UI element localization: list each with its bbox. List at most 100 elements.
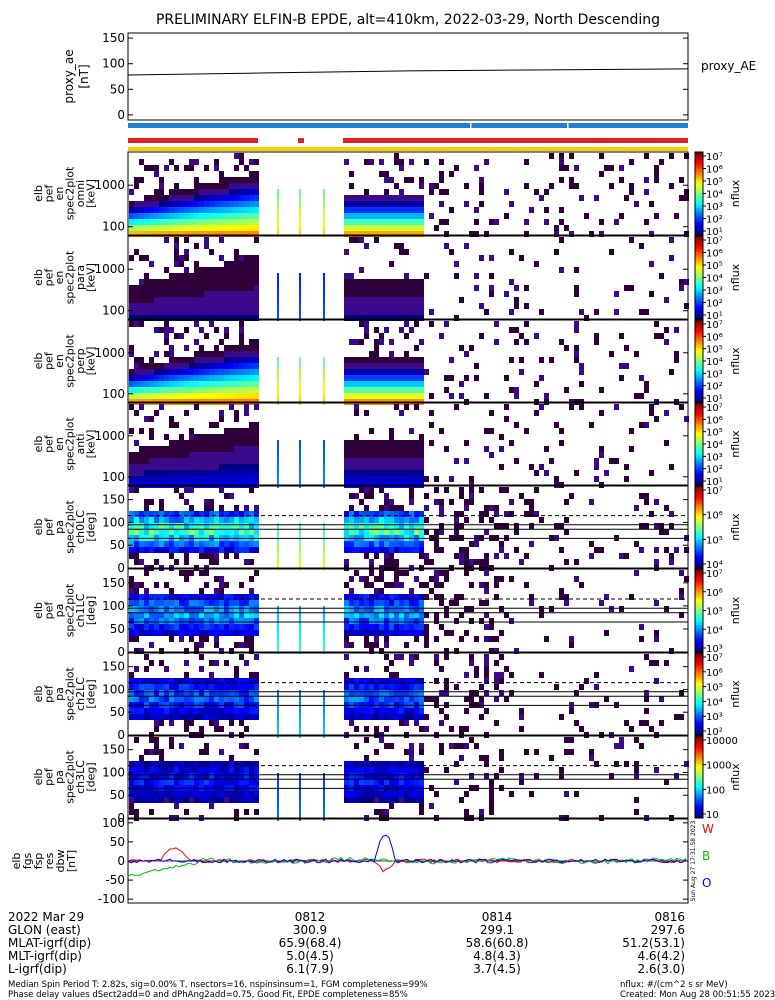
- pa-ch0-cell: [374, 511, 379, 517]
- en-perp-cell: [184, 393, 189, 399]
- pa-ch2-cell: [199, 696, 204, 702]
- en-omni-cell: [369, 225, 374, 231]
- pa-ch3-cell: [414, 773, 419, 779]
- en-perp-cell: [179, 333, 184, 339]
- pa-ch2-cell: [364, 690, 369, 696]
- en-para-cell: [159, 315, 164, 321]
- pa-ch2-cell: [414, 678, 419, 684]
- pa-ch1-cell: [539, 606, 544, 612]
- en-perp-cell: [389, 357, 394, 363]
- pa-ch1-cell: [254, 612, 259, 618]
- en-perp-cell: [149, 363, 154, 369]
- en-omni-cell: [179, 207, 184, 213]
- en-perp-cell: [209, 393, 214, 399]
- pa-ch1-cell: [479, 618, 484, 624]
- en-para-cell: [234, 255, 239, 261]
- pa-ch1-cell: [549, 606, 554, 612]
- en-para-cell: [229, 291, 234, 297]
- panel-pa-ch3: 150100500elbpefpaspec2plotch3LC[deg]1000…: [32, 735, 742, 825]
- pa-ch2-cell: [359, 684, 364, 690]
- pa-ch3-cbar-cell: [695, 807, 703, 811]
- pa-ch2-cell: [344, 684, 349, 690]
- en-omni-cell: [359, 213, 364, 219]
- pa-ch1-cell: [419, 606, 424, 612]
- pa-ch1-cell: [134, 600, 139, 606]
- en-anti-cell: [409, 452, 414, 458]
- pa-ch1-cbar-cell: [695, 593, 703, 597]
- pa-ch0-cbar-cell: [695, 557, 703, 561]
- en-omni-cell: [239, 213, 244, 219]
- pa-ch0-cell: [669, 559, 674, 565]
- en-perp-cell: [239, 393, 244, 399]
- pa-ch0-cell: [184, 523, 189, 529]
- en-para-cell: [354, 285, 359, 291]
- en-perp-cell: [249, 339, 254, 345]
- pa-ch3-cell: [484, 761, 489, 767]
- en-omni-cbar-cell: [695, 166, 703, 170]
- pa-ch2-cell: [174, 714, 179, 720]
- pa-ch0-cell: [189, 529, 194, 535]
- pa-ch0-ylabel-4: ch0LC: [74, 510, 87, 544]
- pa-ch1-cell: [544, 636, 549, 642]
- en-perp-cell: [239, 333, 244, 339]
- en-anti-stripe-0: [277, 476, 279, 482]
- en-para-cell: [204, 285, 209, 291]
- pa-ch1-cbar-tick-1: 10⁶: [706, 588, 723, 599]
- en-perp-cell: [379, 375, 384, 381]
- en-perp-cell: [409, 357, 414, 363]
- pa-ch0-cbar-cell: [695, 541, 703, 544]
- pa-ch3-cell: [344, 773, 349, 779]
- pa-ch2-ylabel-2: pa: [53, 687, 66, 701]
- proxy-ae-right-label: proxy_AE: [701, 59, 756, 73]
- pa-ch3-cell: [204, 761, 209, 767]
- en-anti-cell: [239, 464, 244, 470]
- en-para-cell: [249, 261, 254, 267]
- pa-ch3-cell: [614, 743, 619, 749]
- pa-ch1-cell: [364, 600, 369, 606]
- en-para-cbar-cell: [695, 265, 703, 268]
- pa-ch0-cell: [419, 529, 424, 535]
- en-para-cbar-tick-0: 10⁷: [706, 236, 723, 247]
- en-para-cell: [364, 279, 369, 285]
- pa-ch0-cell: [399, 511, 404, 517]
- pa-ch1-cell: [134, 594, 139, 600]
- pa-ch3-cell: [379, 779, 384, 785]
- en-omni-cell: [374, 201, 379, 207]
- en-para-cell: [379, 285, 384, 291]
- pa-ch1-cell: [394, 618, 399, 624]
- pa-ch3-cbar-cell: [695, 795, 703, 798]
- en-para-cell: [389, 315, 394, 321]
- en-para-cell: [129, 285, 134, 291]
- en-anti-cell: [394, 464, 399, 470]
- pa-ch1-cell: [169, 636, 174, 642]
- pa-ch2-cell: [174, 678, 179, 684]
- pa-ch3-cell: [169, 773, 174, 779]
- en-para-cell: [659, 273, 664, 279]
- pa-ch2-cell: [184, 714, 189, 720]
- en-anti-cell: [184, 452, 189, 458]
- pa-ch0-cell: [464, 547, 469, 553]
- pa-ch2-cell: [389, 690, 394, 696]
- en-para-cell: [239, 267, 244, 273]
- pa-ch3-cell: [389, 743, 394, 749]
- en-para-stripe-0: [277, 285, 279, 291]
- en-perp-cbar-cell: [695, 332, 703, 335]
- pa-ch3-cell: [244, 809, 249, 815]
- en-anti-cell: [414, 470, 419, 476]
- pa-ch2-cell: [414, 654, 419, 660]
- pa-ch3-cell: [374, 749, 379, 755]
- pa-ch2-cell: [204, 696, 209, 702]
- proxy-ae-frame: [127, 32, 689, 121]
- pa-ch1-cell: [354, 612, 359, 618]
- pa-ch1-cell: [404, 642, 409, 648]
- pa-ch0-stripe-0: [277, 559, 279, 565]
- pa-ch3-cell: [409, 791, 414, 797]
- pa-ch3-cell: [464, 809, 469, 815]
- en-omni-cell: [214, 225, 219, 231]
- pa-ch3-cell: [459, 755, 464, 761]
- en-omni-cell: [369, 213, 374, 219]
- pa-ch3-cell: [224, 773, 229, 779]
- pa-ch3-stripe-1: [299, 791, 301, 797]
- pa-ch3-cell: [359, 797, 364, 803]
